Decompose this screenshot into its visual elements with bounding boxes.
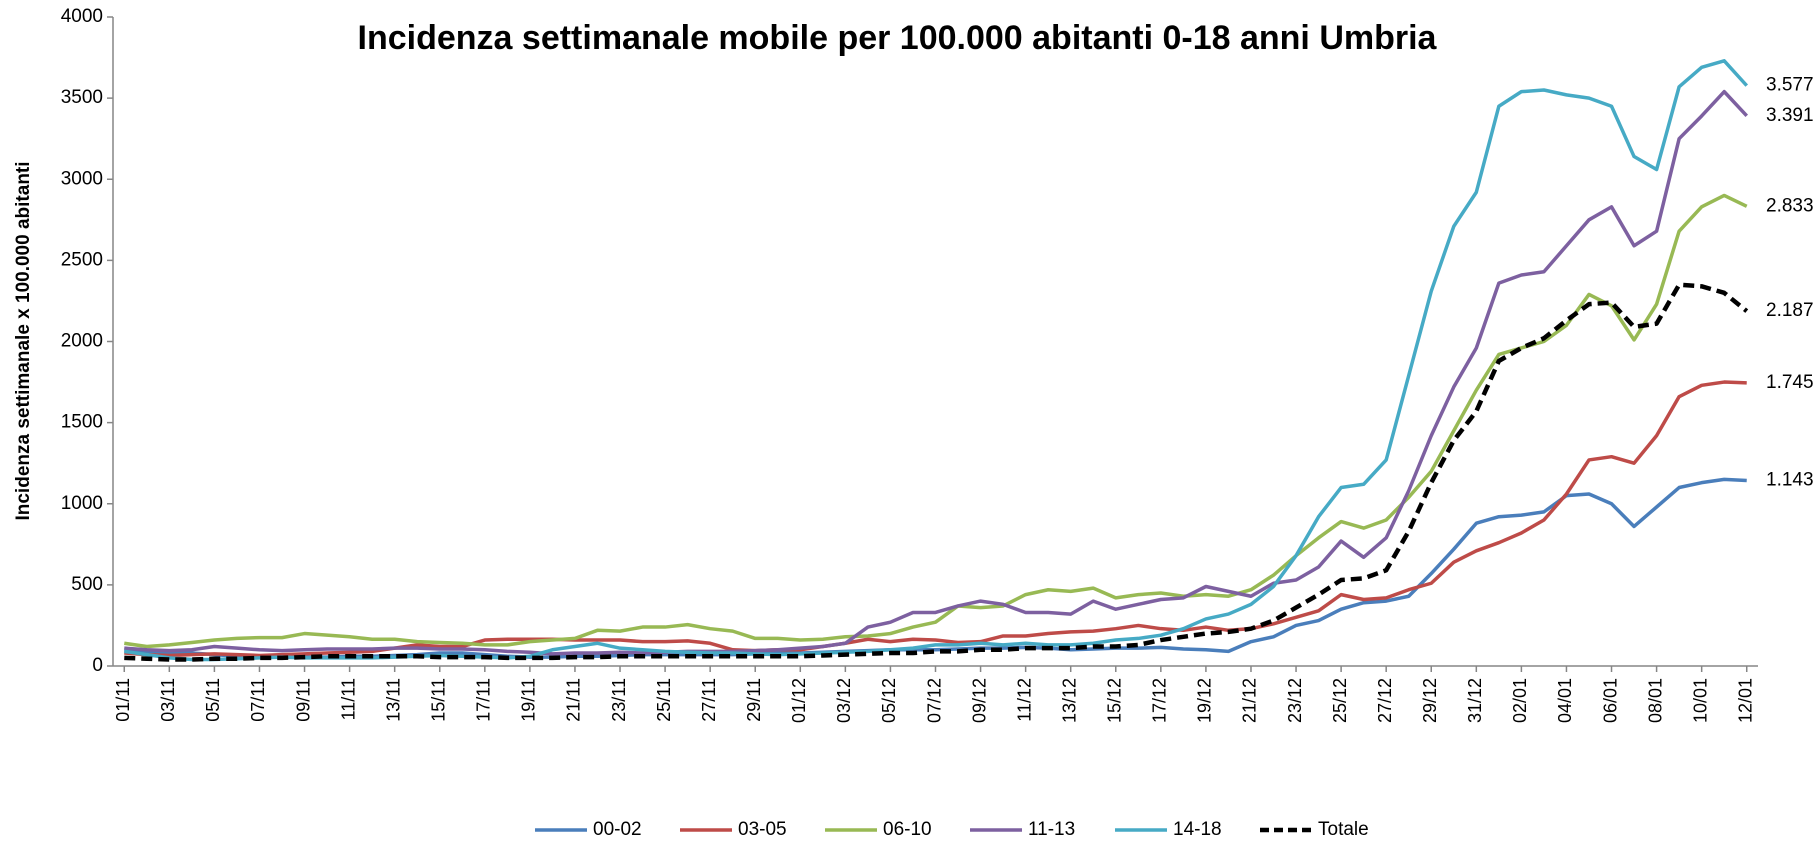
x-tick-label: 03/12 bbox=[834, 678, 854, 723]
data-label: 1.745 bbox=[1766, 372, 1814, 393]
series-line bbox=[124, 59, 1749, 662]
legend-label: 14-18 bbox=[1173, 819, 1222, 840]
x-tick-label: 09/12 bbox=[969, 678, 989, 723]
x-tick-label: 02/01 bbox=[1510, 678, 1530, 723]
y-tick-label: 4000 bbox=[61, 6, 103, 27]
x-tick-label: 15/11 bbox=[428, 678, 448, 722]
y-axis-label: Incidenza settimanale x 100.000 abitanti bbox=[13, 161, 34, 520]
y-tick-label: 1000 bbox=[61, 493, 103, 514]
x-tick-label: 27/11 bbox=[699, 678, 719, 722]
legend-label: 06-10 bbox=[883, 819, 932, 840]
legend-label: 11-13 bbox=[1028, 819, 1075, 840]
x-tick-label: 17/11 bbox=[474, 678, 494, 722]
series-line bbox=[124, 477, 1747, 659]
chart-title: Incidenza settimanale mobile per 100.000… bbox=[358, 19, 1438, 57]
data-label: 2.833 bbox=[1766, 195, 1814, 216]
data-label: 3.577 bbox=[1766, 75, 1814, 96]
x-tick-label: 05/11 bbox=[203, 678, 223, 722]
y-tick-label: 2000 bbox=[61, 331, 103, 352]
x-tick-label: 29/12 bbox=[1420, 678, 1440, 723]
x-tick-label: 17/12 bbox=[1150, 678, 1170, 723]
x-tick-label: 27/12 bbox=[1375, 678, 1395, 723]
series-line bbox=[124, 282, 1749, 662]
x-tick-label: 09/11 bbox=[293, 678, 313, 722]
x-tick-label: 12/01 bbox=[1735, 678, 1755, 723]
x-tick-label: 01/11 bbox=[113, 678, 133, 722]
y-tick-label: 1500 bbox=[61, 412, 103, 433]
x-tick-label: 23/12 bbox=[1285, 678, 1305, 723]
x-tick-label: 05/12 bbox=[879, 678, 899, 723]
x-tick-label: 03/11 bbox=[158, 678, 178, 722]
data-label: 1.143 bbox=[1766, 470, 1814, 491]
legend-label: 00-02 bbox=[593, 819, 642, 840]
x-tick-label: 11/11 bbox=[338, 678, 358, 720]
x-tick-label: 21/12 bbox=[1240, 678, 1260, 723]
x-tick-label: 07/11 bbox=[248, 678, 268, 722]
x-tick-label: 29/11 bbox=[744, 678, 764, 722]
x-tick-label: 07/12 bbox=[924, 678, 944, 723]
y-tick-label: 3500 bbox=[61, 87, 103, 108]
data-label: 2.187 bbox=[1766, 300, 1814, 321]
legend-label: 03-05 bbox=[738, 819, 787, 840]
x-tick-label: 13/11 bbox=[383, 678, 403, 722]
x-tick-label: 08/01 bbox=[1645, 678, 1665, 723]
series-line bbox=[124, 89, 1749, 656]
x-tick-label: 01/12 bbox=[789, 678, 809, 723]
y-tick-label: 500 bbox=[71, 574, 103, 595]
series-line bbox=[124, 193, 1748, 649]
x-tick-label: 10/01 bbox=[1690, 678, 1710, 723]
x-tick-label: 06/01 bbox=[1600, 678, 1620, 723]
y-tick-label: 3000 bbox=[61, 168, 103, 189]
series-line bbox=[124, 380, 1747, 658]
x-tick-label: 25/11 bbox=[654, 678, 674, 722]
x-tick-label: 21/11 bbox=[564, 678, 584, 722]
x-tick-label: 04/01 bbox=[1555, 678, 1575, 723]
x-tick-label: 11/12 bbox=[1014, 678, 1034, 722]
x-tick-label: 19/12 bbox=[1195, 678, 1215, 723]
x-tick-label: 15/12 bbox=[1105, 678, 1125, 723]
x-tick-label: 13/12 bbox=[1059, 678, 1079, 723]
x-tick-label: 25/12 bbox=[1330, 678, 1350, 723]
x-tick-label: 23/11 bbox=[609, 678, 629, 722]
legend-label: Totale bbox=[1318, 819, 1369, 840]
x-tick-label: 19/11 bbox=[519, 678, 539, 722]
data-label: 3.391 bbox=[1766, 105, 1814, 126]
y-tick-label: 2500 bbox=[61, 249, 103, 270]
x-tick-label: 31/12 bbox=[1465, 678, 1485, 723]
y-tick-label: 0 bbox=[92, 655, 103, 676]
